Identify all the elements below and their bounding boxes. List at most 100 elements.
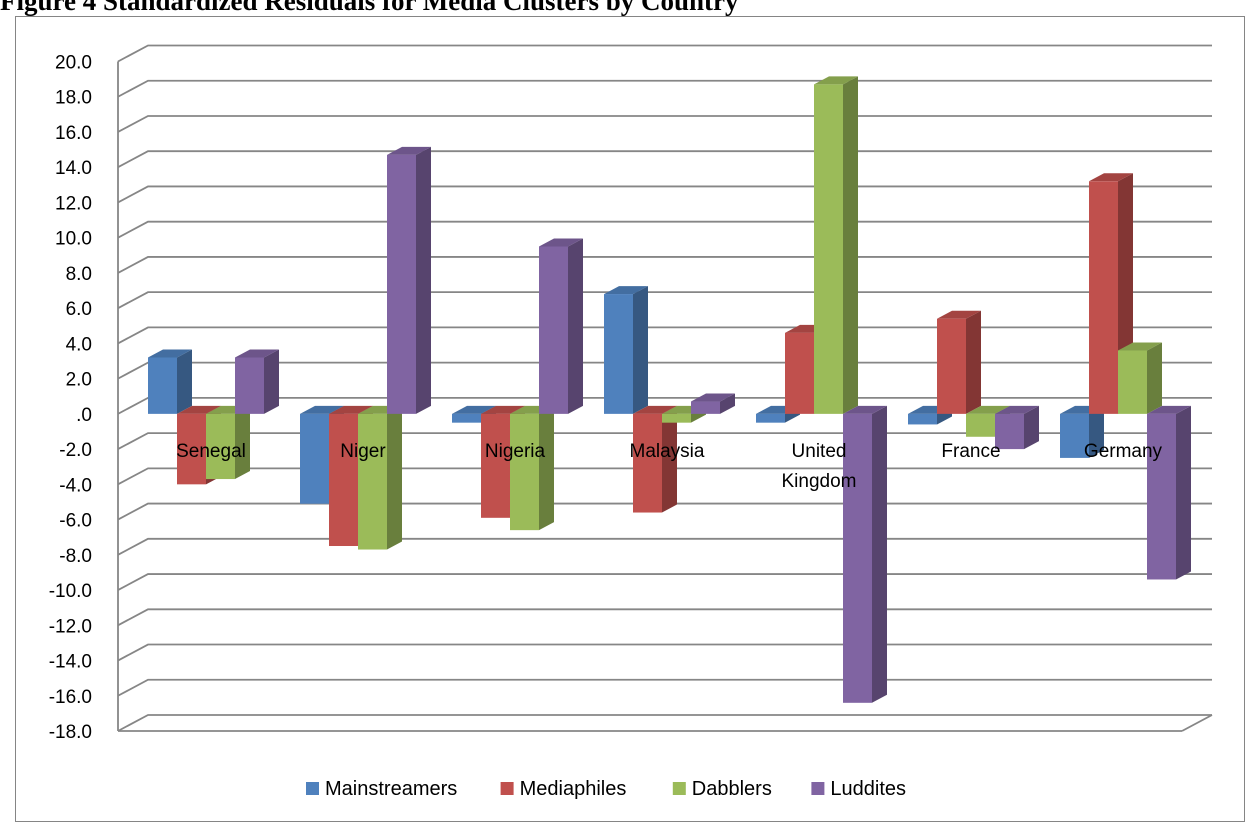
x-category-label: Niger bbox=[340, 441, 386, 462]
gridline bbox=[117, 115, 1212, 133]
mediaphiles-bar-malaysia bbox=[633, 413, 662, 513]
luddites-bar-niger bbox=[387, 154, 416, 414]
dabblers-bar-france bbox=[966, 413, 995, 437]
mainstreamers-bar-senegal-top bbox=[148, 349, 192, 358]
dabblers-bar-senegal bbox=[206, 413, 235, 480]
dabblers-bar-united-kingdom bbox=[814, 84, 843, 414]
mediaphiles-bar-niger bbox=[329, 413, 358, 547]
gridline bbox=[117, 714, 1212, 732]
mainstreamers-bar-germany bbox=[1060, 413, 1089, 458]
mainstreamers-bar-nigeria bbox=[452, 413, 481, 423]
legend-label-dabblers: Dabblers bbox=[692, 778, 772, 800]
mainstreamers-bar-senegal bbox=[148, 357, 177, 414]
gridline bbox=[117, 291, 1212, 309]
gridline bbox=[117, 185, 1212, 204]
dabblers-bar-united-kingdom-side bbox=[843, 76, 858, 414]
mainstreamers-bar-niger-top bbox=[300, 405, 344, 414]
mediaphiles-bar-senegal bbox=[177, 413, 206, 485]
gridline bbox=[117, 326, 1212, 345]
mainstreamers-bar-malaysia-top bbox=[604, 286, 648, 295]
y-tick-label: 4.0 bbox=[66, 334, 92, 355]
luddites-bar-germany-side bbox=[1176, 405, 1191, 580]
y-tick-label: -4.0 bbox=[59, 475, 92, 496]
y-tick-label: .0 bbox=[76, 405, 92, 426]
y-tick-label: 8.0 bbox=[66, 264, 92, 285]
luddites-bar-malaysia bbox=[691, 401, 720, 414]
legend-swatch-mediaphiles bbox=[500, 782, 514, 795]
luddites-bar-senegal-top bbox=[235, 349, 279, 358]
gridline bbox=[117, 150, 1212, 169]
y-tick-label: 6.0 bbox=[66, 299, 92, 320]
y-tick-label: 10.0 bbox=[55, 229, 92, 250]
dabblers-bar-germany-side bbox=[1147, 342, 1162, 414]
mediaphiles-bar-france-side bbox=[966, 310, 981, 414]
dabblers-bar-nigeria-side bbox=[539, 405, 554, 531]
gridline bbox=[117, 44, 1212, 63]
x-category-label: Kingdom bbox=[782, 471, 857, 492]
legend-swatch-luddites bbox=[811, 782, 825, 795]
x-category-label: Senegal bbox=[176, 441, 246, 462]
y-tick-label: 12.0 bbox=[55, 193, 92, 214]
luddites-bar-united-kingdom-side bbox=[872, 405, 887, 703]
y-tick-label: 16.0 bbox=[55, 123, 92, 144]
legend-label-luddites: Luddites bbox=[830, 778, 906, 800]
x-category-label: Nigeria bbox=[485, 441, 546, 462]
gridline bbox=[117, 79, 1212, 98]
mediaphiles-bar-nigeria-top bbox=[481, 405, 525, 414]
y-tick-label: 18.0 bbox=[55, 88, 92, 109]
luddites-bar-niger-top bbox=[387, 146, 431, 155]
y-tick-label: -10.0 bbox=[49, 581, 92, 602]
mediaphiles-bar-nigeria bbox=[481, 413, 510, 518]
y-tick-label: -18.0 bbox=[49, 722, 92, 743]
y-tick-label: -16.0 bbox=[49, 687, 92, 708]
luddites-bar-nigeria bbox=[539, 246, 568, 414]
luddites-bar-france-side bbox=[1024, 405, 1039, 450]
mainstreamers-bar-france bbox=[908, 413, 937, 425]
gridline bbox=[117, 220, 1212, 239]
mediaphiles-bar-germany-top bbox=[1089, 173, 1133, 182]
dabblers-bar-united-kingdom-top bbox=[814, 76, 858, 85]
luddites-bar-germany bbox=[1147, 413, 1176, 580]
y-tick-label: -2.0 bbox=[59, 440, 92, 461]
legend-swatch-mainstreamers bbox=[306, 782, 319, 795]
y-tick-label: 20.0 bbox=[55, 53, 92, 74]
luddites-bar-united-kingdom bbox=[843, 413, 872, 703]
gridline bbox=[117, 537, 1212, 556]
y-tick-label: -8.0 bbox=[59, 546, 92, 567]
luddites-bar-germany-top bbox=[1147, 405, 1191, 414]
mediaphiles-bar-malaysia-side bbox=[662, 405, 677, 513]
mediaphiles-bar-niger-top bbox=[329, 405, 373, 414]
mediaphiles-bar-senegal-top bbox=[177, 405, 221, 414]
mainstreamers-bar-nigeria-top bbox=[452, 405, 496, 414]
mainstreamers-bar-united-kingdom bbox=[756, 413, 785, 423]
luddites-bar-france-top bbox=[995, 405, 1039, 414]
gridline bbox=[117, 643, 1212, 662]
floor-right-edge bbox=[1181, 714, 1213, 732]
dabblers-bar-france-top bbox=[966, 405, 1010, 414]
dabblers-bar-nigeria bbox=[510, 413, 539, 531]
dabblers-bar-germany-top bbox=[1118, 342, 1162, 351]
y-tick-label: -12.0 bbox=[49, 616, 92, 637]
gridline bbox=[117, 256, 1212, 274]
luddites-bar-malaysia-top bbox=[691, 393, 735, 402]
x-category-label: United bbox=[792, 441, 847, 462]
dabblers-bar-senegal-side bbox=[235, 405, 250, 480]
gridline bbox=[117, 573, 1212, 591]
y-tick-label: -6.0 bbox=[59, 511, 92, 532]
legend-label-mainstreamers: Mainstreamers bbox=[325, 778, 457, 800]
gridline bbox=[117, 361, 1212, 380]
luddites-bar-senegal bbox=[235, 357, 264, 414]
y-tick-label: 2.0 bbox=[66, 370, 92, 391]
dabblers-bar-niger-side bbox=[387, 405, 402, 550]
x-category-label: Malaysia bbox=[630, 441, 705, 462]
dabblers-bar-germany bbox=[1118, 350, 1147, 414]
x-category-label: Germany bbox=[1084, 441, 1163, 462]
mainstreamers-bar-niger bbox=[300, 413, 329, 504]
luddites-bar-united-kingdom-top bbox=[843, 405, 887, 414]
gridline bbox=[117, 608, 1212, 627]
legend-label-mediaphiles: Mediaphiles bbox=[520, 778, 627, 800]
luddites-bar-malaysia-side bbox=[720, 393, 735, 414]
mainstreamers-bar-germany-side bbox=[1089, 405, 1104, 458]
y-tick-label: 14.0 bbox=[55, 158, 92, 179]
